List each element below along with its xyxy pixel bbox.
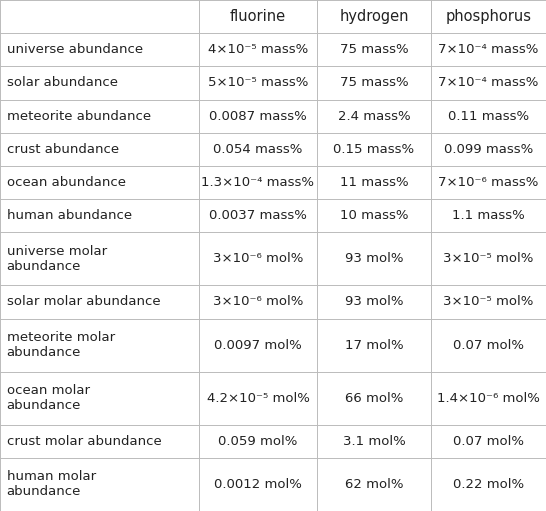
Text: ocean abundance: ocean abundance: [7, 176, 126, 189]
Text: 10 mass%: 10 mass%: [340, 209, 408, 222]
Text: hydrogen: hydrogen: [339, 9, 409, 24]
Text: 66 mol%: 66 mol%: [345, 392, 403, 405]
Text: 3×10⁻⁶ mol%: 3×10⁻⁶ mol%: [213, 295, 303, 309]
Text: universe abundance: universe abundance: [7, 43, 143, 56]
Text: 3×10⁻⁶ mol%: 3×10⁻⁶ mol%: [213, 252, 303, 265]
Text: phosphorus: phosphorus: [446, 9, 532, 24]
Text: ocean molar
abundance: ocean molar abundance: [7, 384, 90, 412]
Text: 75 mass%: 75 mass%: [340, 77, 408, 89]
Text: 0.054 mass%: 0.054 mass%: [213, 143, 302, 156]
Text: 93 mol%: 93 mol%: [345, 295, 403, 309]
Text: 3×10⁻⁵ mol%: 3×10⁻⁵ mol%: [443, 295, 534, 309]
Text: 0.0012 mol%: 0.0012 mol%: [214, 478, 302, 491]
Text: 1.3×10⁻⁴ mass%: 1.3×10⁻⁴ mass%: [201, 176, 314, 189]
Text: 75 mass%: 75 mass%: [340, 43, 408, 56]
Text: 0.07 mol%: 0.07 mol%: [453, 435, 524, 448]
Text: meteorite molar
abundance: meteorite molar abundance: [7, 331, 115, 359]
Text: 0.22 mol%: 0.22 mol%: [453, 478, 524, 491]
Text: 1.1 mass%: 1.1 mass%: [452, 209, 525, 222]
Text: human molar
abundance: human molar abundance: [7, 471, 96, 498]
Text: 0.099 mass%: 0.099 mass%: [444, 143, 533, 156]
Text: crust molar abundance: crust molar abundance: [7, 435, 161, 448]
Text: 5×10⁻⁵ mass%: 5×10⁻⁵ mass%: [208, 77, 308, 89]
Text: human abundance: human abundance: [7, 209, 132, 222]
Text: 7×10⁻⁶ mass%: 7×10⁻⁶ mass%: [438, 176, 539, 189]
Text: 93 mol%: 93 mol%: [345, 252, 403, 265]
Text: 0.0097 mol%: 0.0097 mol%: [214, 339, 302, 352]
Text: 0.059 mol%: 0.059 mol%: [218, 435, 298, 448]
Text: 0.0037 mass%: 0.0037 mass%: [209, 209, 307, 222]
Text: meteorite abundance: meteorite abundance: [7, 110, 151, 123]
Text: universe molar
abundance: universe molar abundance: [7, 245, 106, 273]
Text: crust abundance: crust abundance: [7, 143, 118, 156]
Text: 17 mol%: 17 mol%: [345, 339, 403, 352]
Text: 62 mol%: 62 mol%: [345, 478, 403, 491]
Text: 3.1 mol%: 3.1 mol%: [343, 435, 405, 448]
Text: 0.11 mass%: 0.11 mass%: [448, 110, 529, 123]
Text: 4.2×10⁻⁵ mol%: 4.2×10⁻⁵ mol%: [206, 392, 310, 405]
Text: 11 mass%: 11 mass%: [340, 176, 408, 189]
Text: fluorine: fluorine: [230, 9, 286, 24]
Text: 0.07 mol%: 0.07 mol%: [453, 339, 524, 352]
Text: 4×10⁻⁵ mass%: 4×10⁻⁵ mass%: [208, 43, 308, 56]
Text: solar abundance: solar abundance: [7, 77, 117, 89]
Text: 7×10⁻⁴ mass%: 7×10⁻⁴ mass%: [438, 77, 539, 89]
Text: 0.0087 mass%: 0.0087 mass%: [209, 110, 307, 123]
Text: 0.15 mass%: 0.15 mass%: [334, 143, 414, 156]
Text: solar molar abundance: solar molar abundance: [7, 295, 160, 309]
Text: 3×10⁻⁵ mol%: 3×10⁻⁵ mol%: [443, 252, 534, 265]
Text: 2.4 mass%: 2.4 mass%: [337, 110, 411, 123]
Text: 7×10⁻⁴ mass%: 7×10⁻⁴ mass%: [438, 43, 539, 56]
Text: 1.4×10⁻⁶ mol%: 1.4×10⁻⁶ mol%: [437, 392, 540, 405]
